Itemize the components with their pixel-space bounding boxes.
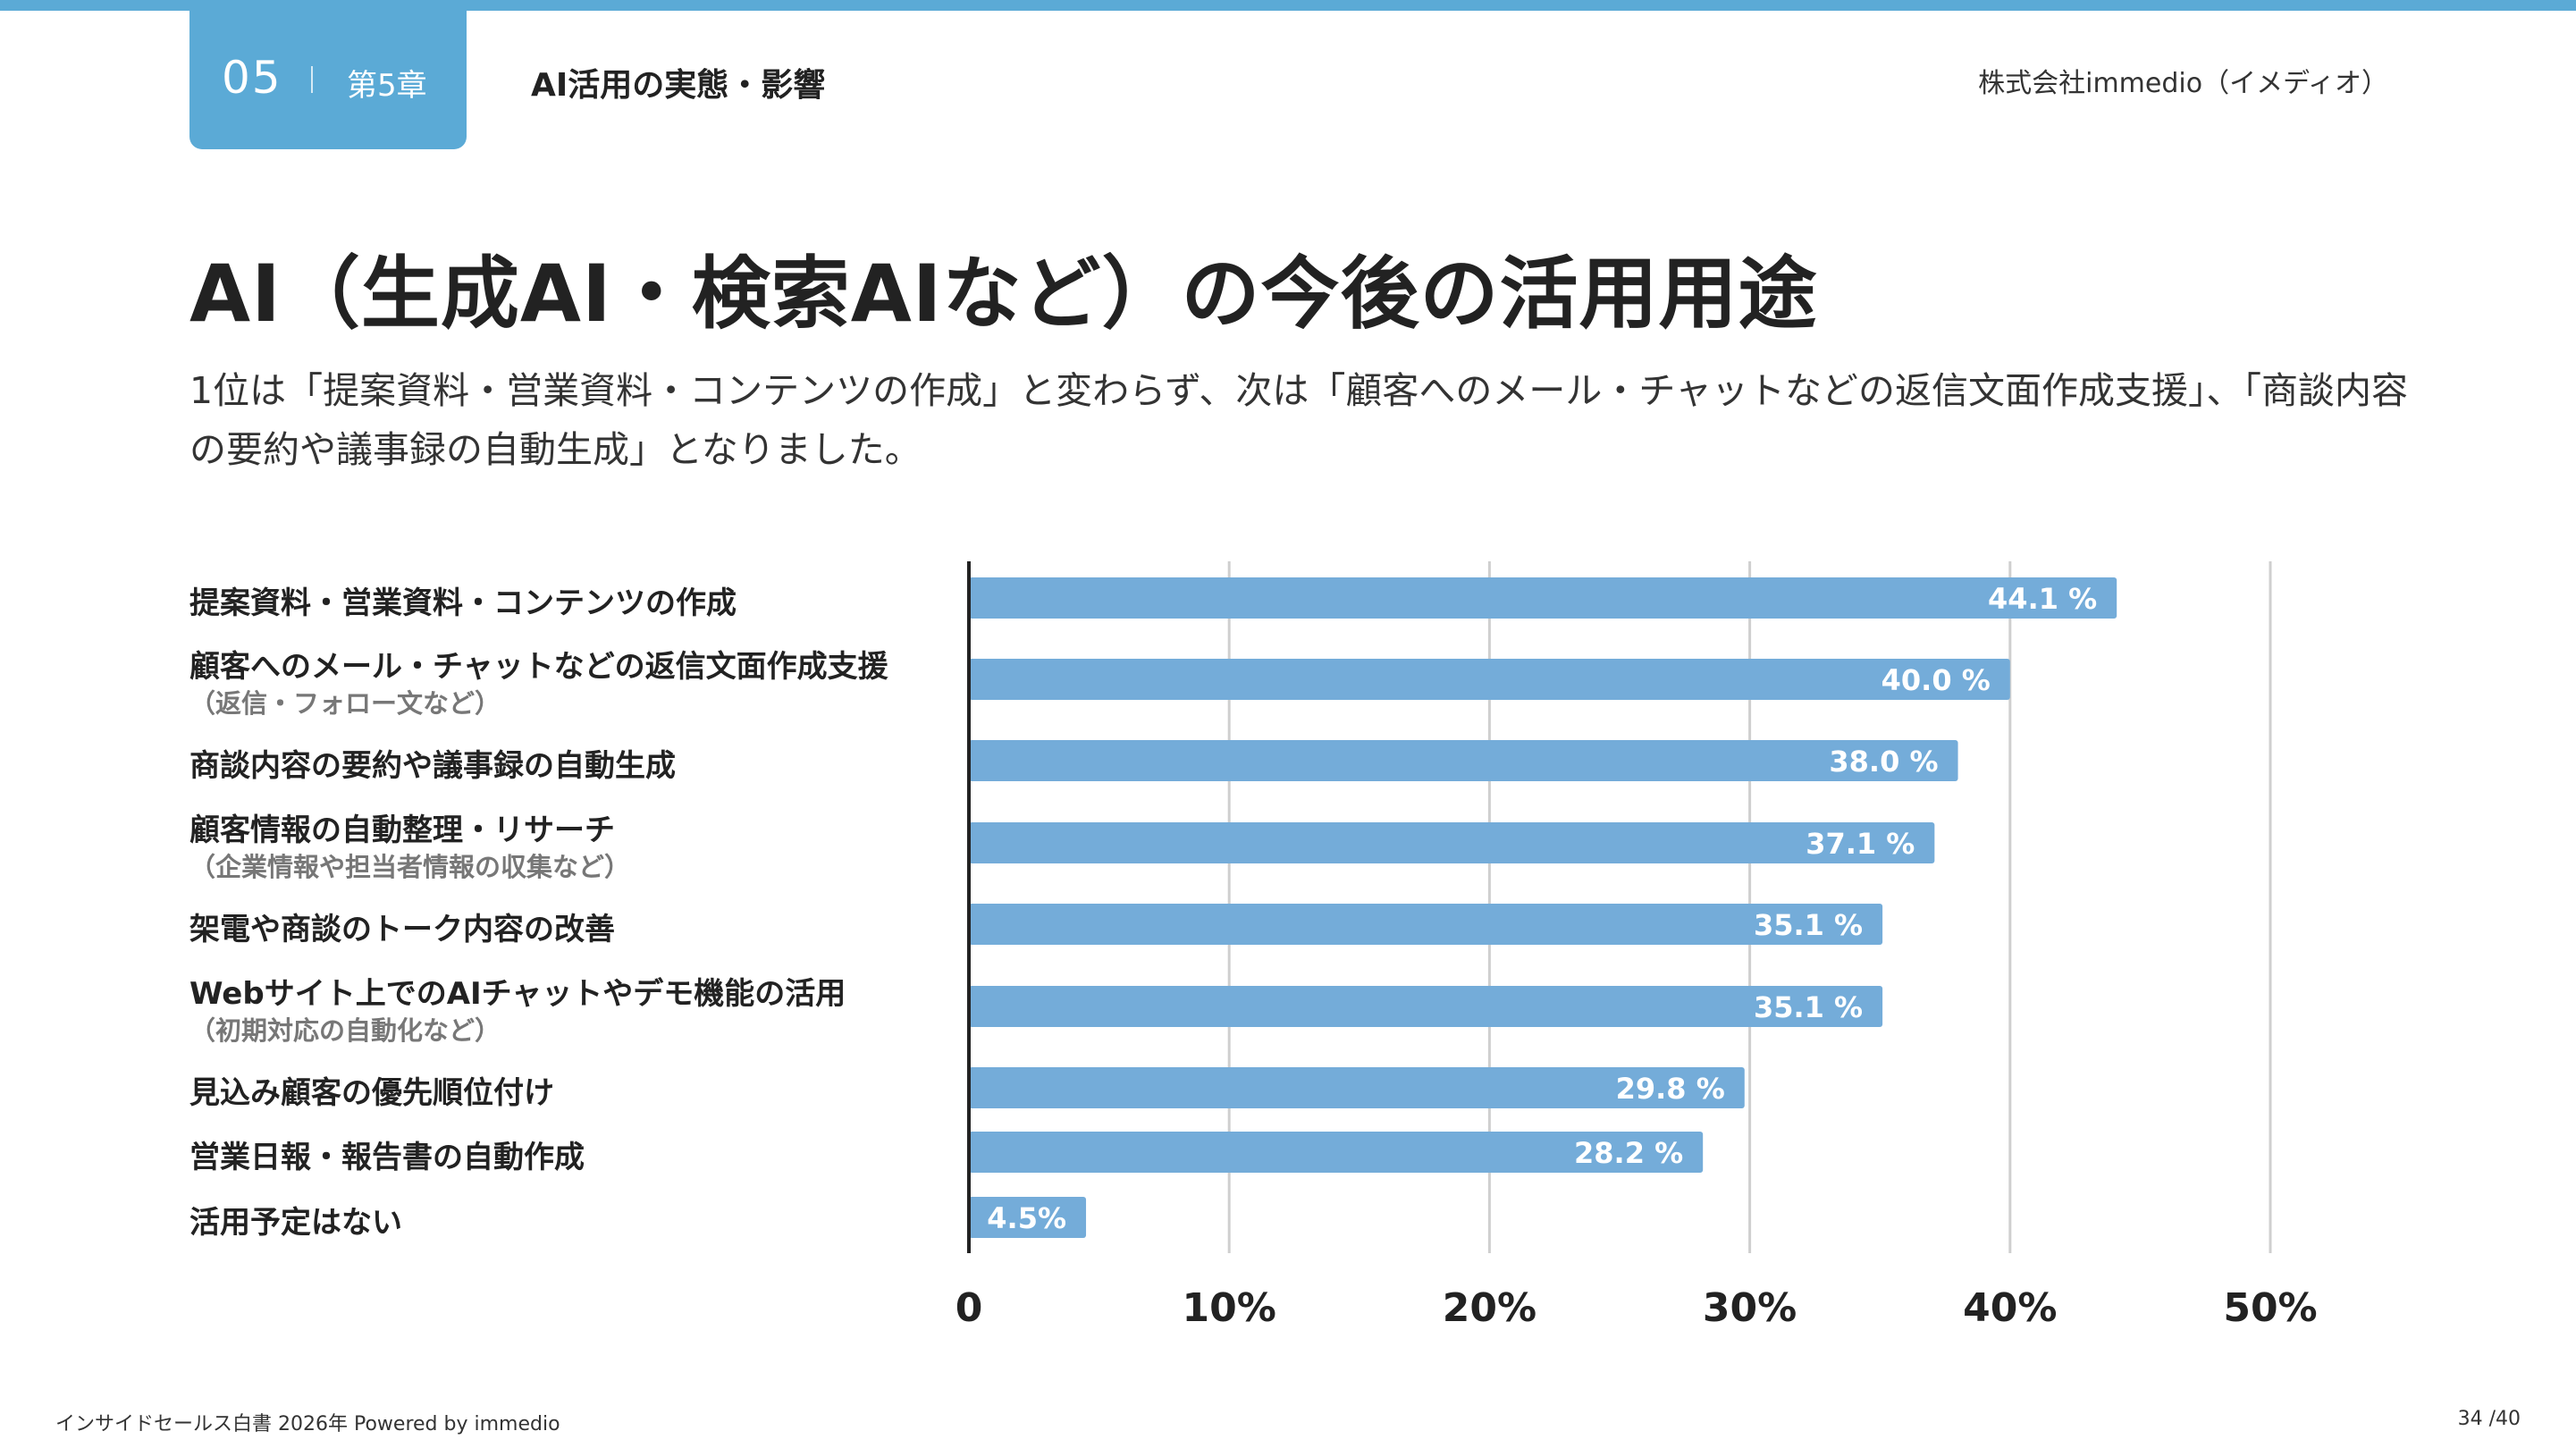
category-label-4: 顧客情報の自動整理・リサーチ (189, 812, 615, 848)
bar-value-label-3: 38.0 % (1829, 745, 1938, 779)
page-title: AI（生成AI・検索AIなど）の今後の活用用途 (189, 248, 1818, 340)
bar-value-label-2: 40.0 % (1881, 663, 1991, 697)
company-name: 株式会社immedio（イメディオ） (1978, 68, 2388, 99)
chapter-tab (189, 11, 467, 149)
chapter-label: 第5章 (347, 68, 427, 104)
x-tick-label-20: 20% (1443, 1285, 1536, 1331)
bar-9 (969, 1197, 1087, 1238)
x-tick-label-50: 50% (2223, 1285, 2317, 1331)
section-title: AI活用の実態・影響 (531, 67, 826, 104)
bar-2 (969, 659, 2010, 700)
bar-value-label-7: 29.8 % (1616, 1072, 1725, 1106)
bar-8 (969, 1132, 1704, 1173)
category-label-2: 顧客へのメール・チャットなどの返信文面作成支援 (189, 649, 888, 685)
bar-value-label-6: 35.1 % (1754, 990, 1863, 1024)
category-label-7: 見込み顧客の優先順位付け (189, 1075, 554, 1111)
bar-value-label-4: 37.1 % (1806, 827, 1915, 861)
top-accent-bar (0, 0, 2576, 11)
bar-5 (969, 904, 1883, 945)
bar-value-label-5: 35.1 % (1754, 908, 1863, 942)
category-sublabel-2: （返信・フォロー文など） (189, 688, 501, 719)
bar-value-label-1: 44.1 % (1988, 582, 2097, 616)
chapter-separator (311, 66, 313, 93)
page-subtitle: 1位は「提案資料・営業資料・コンテンツの作成」と変わらず、次は「顧客へのメール・… (189, 369, 2408, 471)
page-number: 34 /40 (2457, 1408, 2521, 1430)
bar-value-label-9: 4.5% (987, 1201, 1066, 1235)
category-label-1: 提案資料・営業資料・コンテンツの作成 (189, 585, 737, 621)
category-label-8: 営業日報・報告書の自動作成 (189, 1140, 585, 1175)
bar-1 (969, 577, 2117, 619)
x-tick-label-0: 0 (955, 1285, 983, 1331)
chapter-number: 05 (222, 52, 282, 104)
category-label-9: 活用予定はない (189, 1205, 402, 1241)
bar-7 (969, 1067, 1745, 1108)
x-tick-label-30: 30% (1703, 1285, 1797, 1331)
category-sublabel-4: （企業情報や担当者情報の収集など） (189, 852, 631, 882)
category-label-5: 架電や商談のトーク内容の改善 (189, 912, 615, 947)
bar-6 (969, 986, 1883, 1027)
bar-4 (969, 822, 1935, 863)
x-tick-label-40: 40% (1963, 1285, 2057, 1331)
category-sublabel-6: （初期対応の自動化など） (189, 1015, 501, 1046)
footer-source: インサイドセールス白書 2026年 Powered by immedio (55, 1413, 560, 1435)
category-label-6: Webサイト上でのAIチャットやデモ機能の活用 (189, 976, 846, 1012)
category-label-3: 商談内容の要約や議事録の自動生成 (189, 748, 676, 784)
x-tick-label-10: 10% (1183, 1285, 1276, 1331)
bar-value-label-8: 28.2 % (1574, 1136, 1683, 1170)
bar-3 (969, 740, 1958, 781)
